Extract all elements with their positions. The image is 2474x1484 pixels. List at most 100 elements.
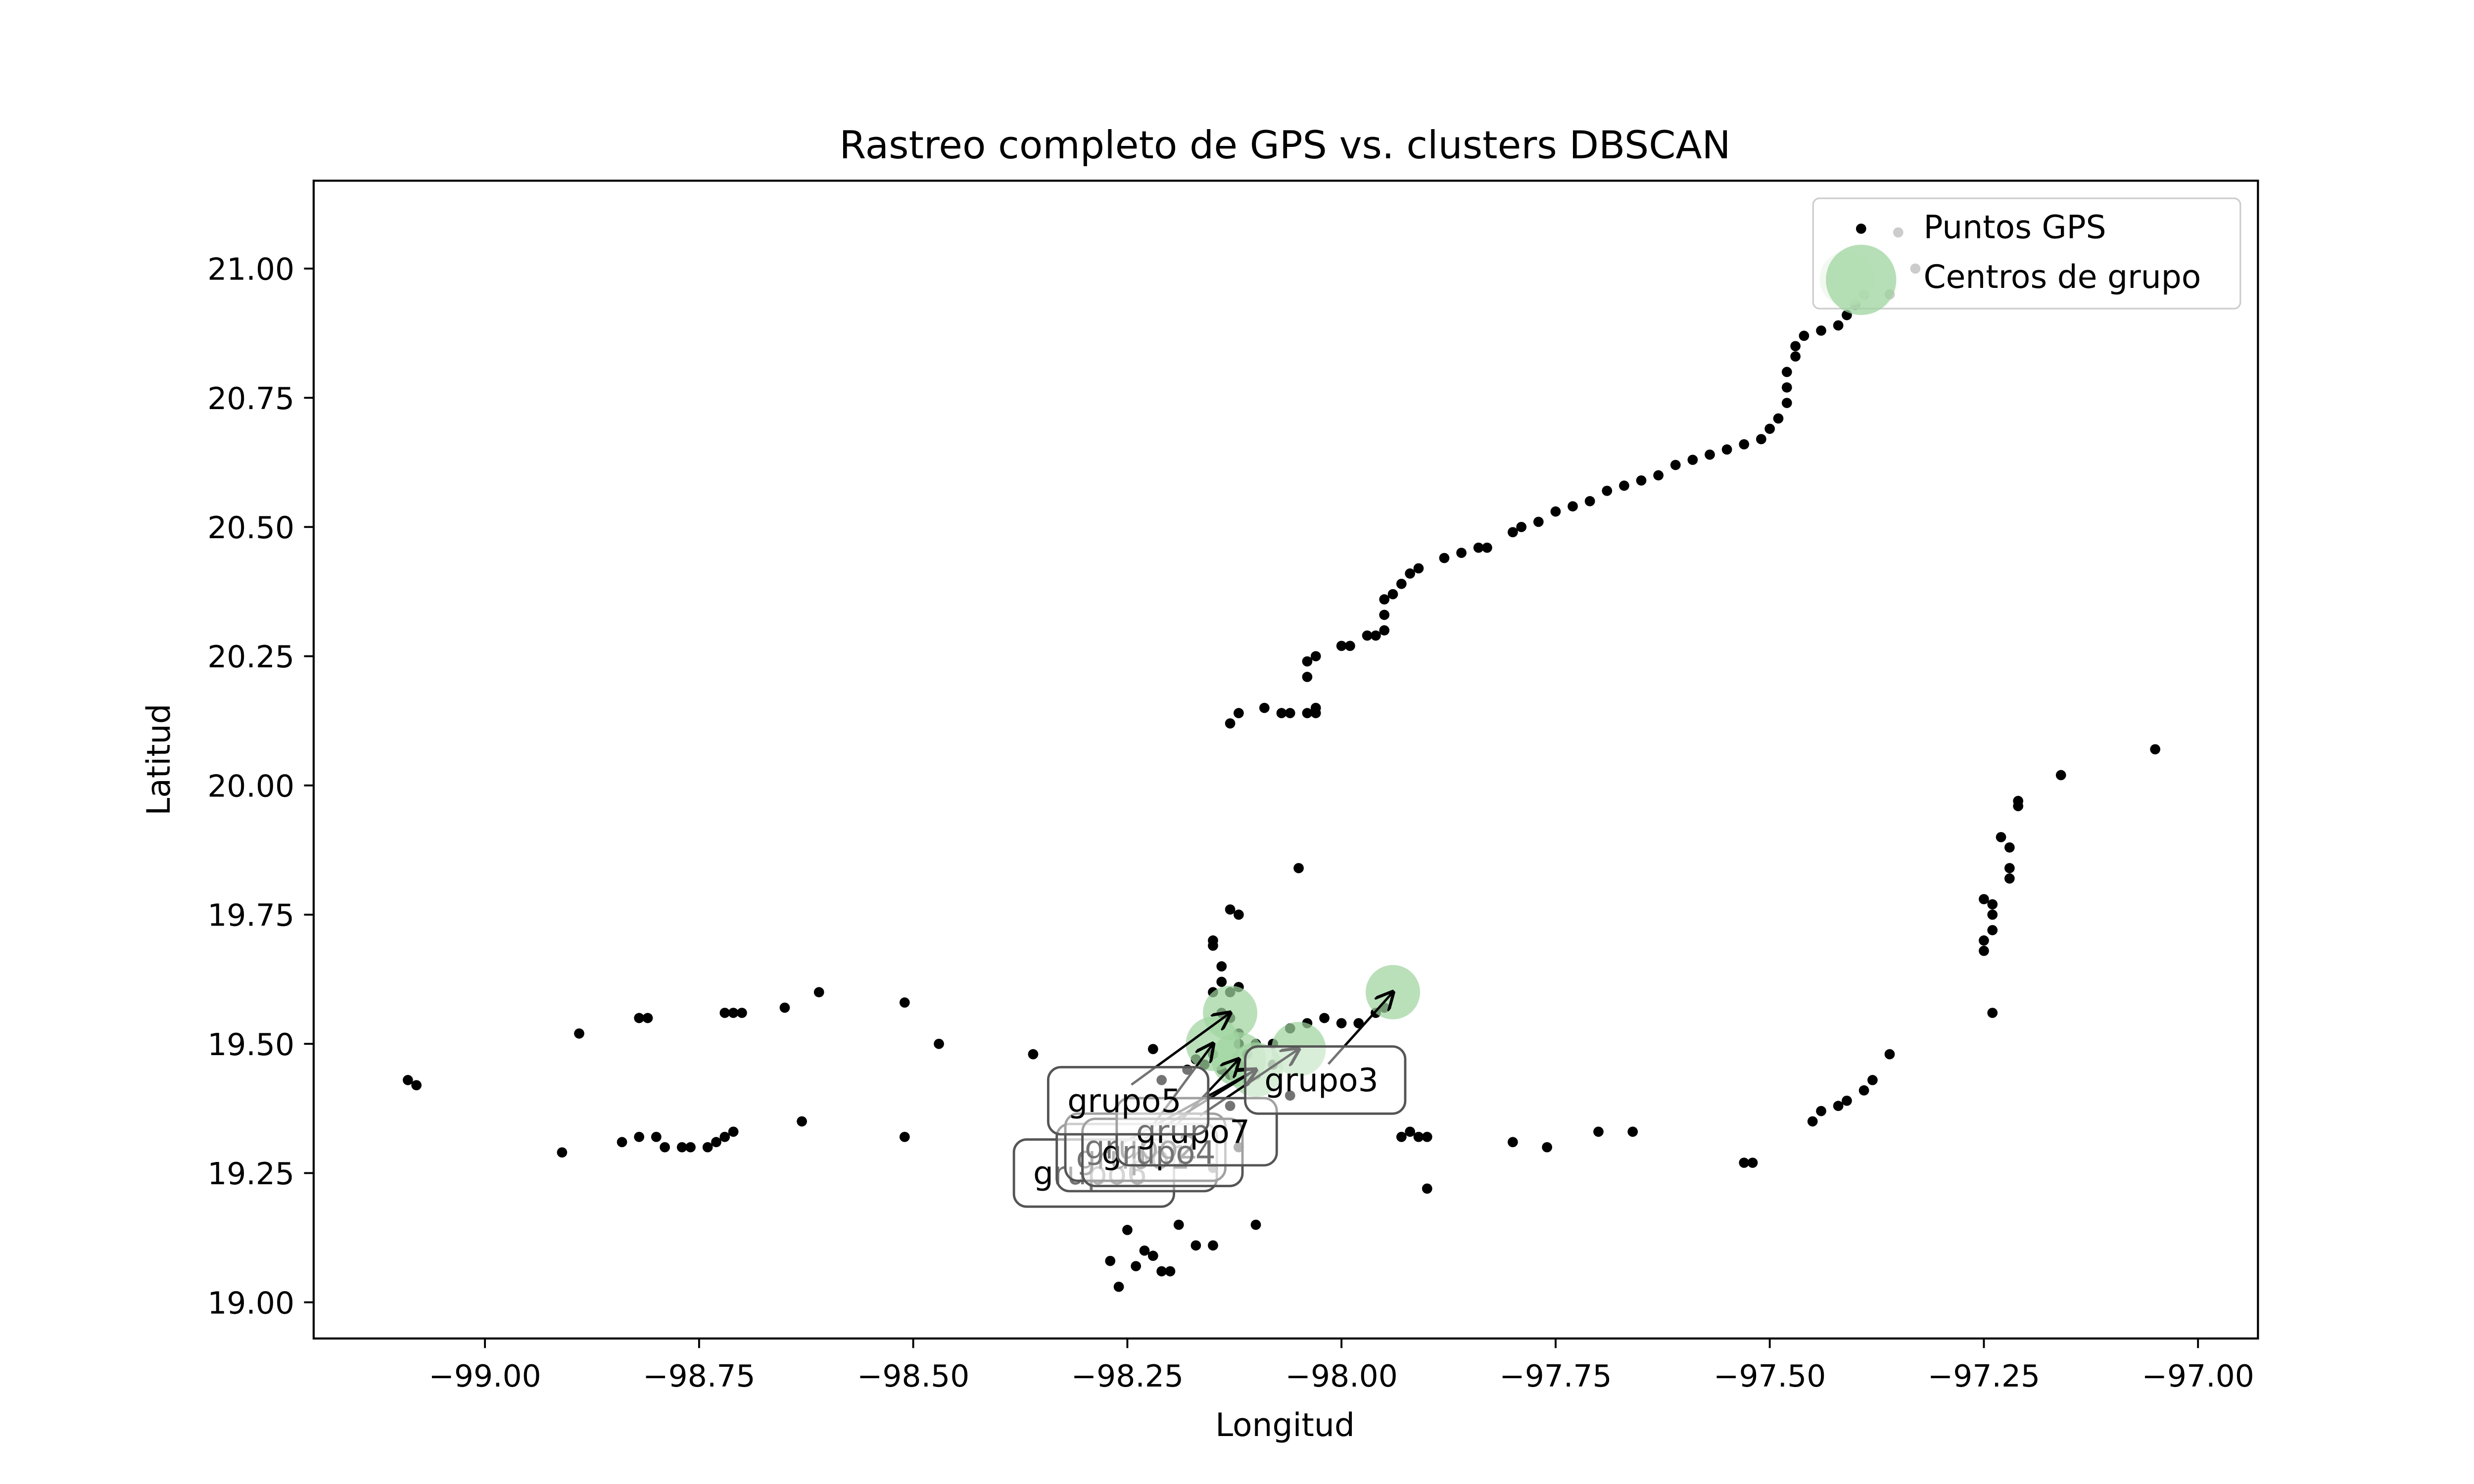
gps-point bbox=[1405, 1126, 1415, 1137]
gps-point bbox=[737, 1008, 747, 1018]
gps-point bbox=[813, 987, 824, 998]
gps-point bbox=[1293, 863, 1304, 874]
gps-point bbox=[719, 1131, 730, 1142]
gps-point bbox=[1807, 1116, 1818, 1127]
gps-point bbox=[1602, 485, 1613, 496]
gps-point bbox=[1105, 1255, 1116, 1266]
gps-point bbox=[1234, 708, 1244, 718]
annotation-box bbox=[1012, 1138, 1176, 1208]
gps-point bbox=[1584, 496, 1595, 507]
gps-point bbox=[1336, 1018, 1347, 1028]
annotation-box bbox=[1055, 1122, 1218, 1193]
gps-point bbox=[1208, 940, 1218, 951]
gps-point bbox=[1884, 1049, 1895, 1060]
gps-point bbox=[1422, 1183, 1432, 1194]
gps-point bbox=[1208, 1240, 1218, 1251]
gps-point bbox=[2004, 863, 2015, 874]
annotation-label: grupo1 bbox=[1076, 1140, 1190, 1177]
gps-point bbox=[1319, 1013, 1330, 1023]
gps-point bbox=[1833, 320, 1844, 331]
gps-point bbox=[1147, 1044, 1158, 1055]
x-tick-label: −97.00 bbox=[2142, 1359, 2254, 1394]
gps-point bbox=[711, 1137, 721, 1148]
gps-point bbox=[1216, 976, 1227, 987]
y-tick-label: 19.25 bbox=[207, 1157, 294, 1192]
gps-point bbox=[1781, 367, 1792, 377]
gps-point bbox=[1987, 1008, 1998, 1018]
gps-point bbox=[1396, 1131, 1407, 1142]
gps-point bbox=[1816, 325, 1826, 336]
annotation-grupo1: grupo1 bbox=[1055, 1122, 1218, 1193]
gps-point bbox=[1542, 1142, 1552, 1153]
x-tick-label: −98.50 bbox=[857, 1359, 969, 1394]
annotation-label: grupo3 bbox=[1264, 1062, 1378, 1099]
gps-point bbox=[1987, 909, 1998, 920]
x-axis: −99.00 −98.75 −98.50 −98.25 −98.00 −97.75 −97.… bbox=[428, 1338, 2254, 1394]
gps-point bbox=[728, 1126, 739, 1137]
gps-point bbox=[1371, 630, 1381, 641]
annotation-arrow bbox=[1131, 1013, 1231, 1086]
x-tick-label: −97.25 bbox=[1928, 1359, 2040, 1394]
gps-point bbox=[1250, 1219, 1261, 1230]
annotation-box bbox=[1244, 1045, 1407, 1115]
gps-point bbox=[676, 1142, 687, 1153]
x-tick-label: −97.75 bbox=[1499, 1359, 1612, 1394]
gps-point bbox=[1799, 330, 1809, 341]
gps-point bbox=[2055, 770, 2066, 781]
gps-point bbox=[1165, 1266, 1176, 1277]
gps-point bbox=[1781, 382, 1792, 393]
gps-point bbox=[1310, 651, 1321, 661]
legend-centers-label: Centros de grupo bbox=[1923, 259, 2201, 296]
gps-point bbox=[1790, 341, 1801, 352]
x-tick-label: −99.00 bbox=[428, 1359, 541, 1394]
y-tick-label: 20.00 bbox=[207, 769, 294, 804]
gps-point bbox=[1747, 1158, 1758, 1168]
gps-point bbox=[1593, 1126, 1604, 1137]
gps-point bbox=[1216, 961, 1227, 972]
gps-point bbox=[1568, 501, 1578, 511]
annotation-arrow bbox=[1147, 1044, 1213, 1132]
annotation-arrow bbox=[1199, 1049, 1299, 1117]
gps-point bbox=[728, 1008, 739, 1018]
gps-point bbox=[1516, 522, 1527, 532]
gps-point bbox=[1225, 1101, 1236, 1111]
gps-point bbox=[634, 1013, 645, 1023]
x-axis-label: Longitud bbox=[1215, 1407, 1355, 1444]
gps-point bbox=[1413, 563, 1424, 574]
gps-point bbox=[1156, 1266, 1167, 1277]
gps-point bbox=[1533, 516, 1544, 527]
chart-title: Rastreo completo de GPS vs. clusters DBS… bbox=[839, 123, 1730, 168]
gps-point bbox=[1456, 548, 1467, 558]
gps-point bbox=[642, 1013, 653, 1023]
gps-point bbox=[1439, 553, 1450, 563]
gps-point bbox=[1833, 1101, 1844, 1111]
gps-point bbox=[1979, 894, 1989, 905]
gps-point bbox=[1028, 1049, 1039, 1060]
gps-point bbox=[1285, 708, 1295, 718]
gps-point bbox=[1627, 1126, 1638, 1137]
gps-point bbox=[660, 1142, 670, 1153]
gps-point bbox=[2004, 842, 2015, 853]
gps-point bbox=[1739, 1158, 1750, 1168]
gps-point bbox=[1653, 470, 1664, 481]
annotation-box bbox=[1115, 1097, 1278, 1167]
gps-point bbox=[1508, 527, 1518, 538]
y-tick-label: 19.75 bbox=[207, 898, 294, 933]
x-tick-label: −98.75 bbox=[643, 1359, 755, 1394]
annotation-arrow bbox=[1327, 992, 1393, 1065]
gps-point bbox=[1139, 1245, 1150, 1256]
gps-point bbox=[1705, 449, 1715, 460]
gps-point bbox=[1379, 594, 1390, 604]
gps-point bbox=[1670, 460, 1681, 470]
gps-point bbox=[1482, 542, 1492, 553]
gps-point bbox=[402, 1075, 413, 1085]
y-tick-label: 19.00 bbox=[207, 1286, 294, 1321]
gps-point bbox=[1302, 656, 1313, 667]
gps-point bbox=[411, 1080, 422, 1091]
gps-point bbox=[899, 997, 910, 1008]
gps-point bbox=[1147, 1251, 1158, 1261]
legend: Puntos GPS Centros de grupo bbox=[1812, 197, 2241, 315]
gps-point bbox=[1122, 1225, 1133, 1235]
gps-point bbox=[1310, 708, 1321, 718]
